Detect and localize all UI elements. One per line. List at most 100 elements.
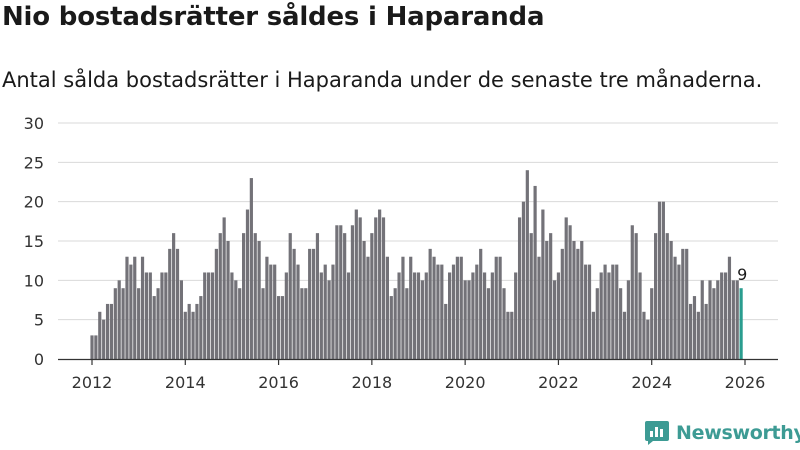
bar bbox=[292, 248, 296, 359]
bar bbox=[549, 233, 553, 359]
bar bbox=[335, 225, 339, 359]
bar bbox=[556, 272, 561, 359]
x-axis: 2012 2014 2016 2018 2020 2022 2024 2026 bbox=[58, 358, 778, 392]
bar bbox=[269, 264, 273, 359]
bar bbox=[619, 288, 623, 359]
bar bbox=[300, 288, 304, 359]
bar bbox=[607, 272, 611, 359]
bar bbox=[479, 248, 483, 359]
bar bbox=[308, 248, 312, 359]
bar bbox=[273, 264, 277, 359]
bar bbox=[657, 201, 662, 359]
y-tick-label: 30 bbox=[24, 114, 44, 133]
bar bbox=[323, 264, 327, 359]
bar bbox=[230, 272, 234, 359]
bar bbox=[125, 256, 129, 359]
newsworthy-logo-icon bbox=[645, 421, 669, 445]
bar bbox=[471, 272, 475, 359]
bar bbox=[238, 288, 242, 359]
bar bbox=[475, 264, 479, 359]
bar bbox=[210, 272, 215, 359]
bar bbox=[576, 248, 580, 359]
bar bbox=[327, 280, 331, 359]
bar bbox=[584, 264, 588, 359]
bar bbox=[339, 225, 343, 359]
bar bbox=[179, 280, 183, 359]
bar bbox=[650, 288, 654, 359]
bar bbox=[311, 248, 316, 359]
bar bbox=[498, 256, 502, 359]
bar bbox=[416, 272, 421, 359]
bar bbox=[669, 241, 673, 359]
bar bbox=[467, 280, 471, 359]
x-tick-label: 2016 bbox=[258, 373, 299, 392]
bar bbox=[199, 296, 203, 359]
bar bbox=[630, 225, 634, 359]
bar bbox=[533, 185, 537, 359]
bar bbox=[98, 311, 102, 359]
page-title: Nio bostadsrätter såldes i Haparanda bbox=[2, 2, 545, 32]
bar bbox=[129, 264, 133, 359]
bar bbox=[603, 264, 607, 359]
bar bbox=[692, 296, 697, 359]
bar bbox=[502, 288, 506, 359]
bar bbox=[677, 264, 681, 359]
bar bbox=[564, 217, 568, 359]
bar bbox=[428, 248, 432, 359]
bar bbox=[253, 233, 257, 359]
x-tick-label: 2018 bbox=[351, 373, 392, 392]
annotations: 9 bbox=[737, 265, 747, 284]
x-tick-label: 2012 bbox=[72, 373, 113, 392]
bar bbox=[280, 296, 285, 359]
bar bbox=[673, 256, 677, 359]
bar bbox=[234, 280, 238, 359]
bar bbox=[343, 233, 347, 359]
bar bbox=[105, 303, 110, 359]
bar bbox=[494, 256, 498, 359]
bar bbox=[661, 201, 665, 359]
bar bbox=[626, 280, 630, 359]
bar bbox=[164, 272, 168, 359]
y-tick-label: 0 bbox=[34, 350, 44, 369]
bar bbox=[529, 233, 533, 359]
bar bbox=[109, 303, 114, 359]
bar bbox=[222, 217, 226, 359]
bar bbox=[611, 264, 615, 359]
bar bbox=[207, 272, 211, 359]
bar bbox=[319, 272, 323, 359]
bar bbox=[615, 264, 619, 359]
bar bbox=[117, 280, 121, 359]
bar bbox=[265, 256, 269, 359]
bar bbox=[424, 272, 428, 359]
bar bbox=[366, 256, 370, 359]
bar bbox=[455, 256, 459, 359]
bar bbox=[688, 303, 693, 359]
bar bbox=[385, 256, 389, 359]
latest-value-label: 9 bbox=[737, 265, 747, 284]
bar bbox=[346, 272, 351, 359]
brand-logo: Newsworthy bbox=[644, 420, 800, 446]
y-tick-label: 5 bbox=[34, 311, 44, 330]
bar bbox=[420, 280, 424, 359]
bar bbox=[459, 256, 463, 359]
bar bbox=[218, 233, 222, 359]
x-tick-label: 2020 bbox=[445, 373, 486, 392]
bar bbox=[374, 217, 378, 359]
bar bbox=[545, 241, 549, 359]
bar bbox=[214, 248, 218, 359]
bar bbox=[696, 311, 700, 359]
x-tick-label: 2024 bbox=[631, 373, 672, 392]
bar bbox=[727, 256, 732, 359]
bar bbox=[735, 280, 739, 359]
y-tick-label: 20 bbox=[24, 193, 44, 212]
bar bbox=[432, 256, 436, 359]
x-tick-label: 2014 bbox=[165, 373, 206, 392]
bar bbox=[226, 241, 230, 359]
bar bbox=[451, 264, 456, 359]
bar bbox=[358, 217, 362, 359]
x-tick-label: 2022 bbox=[538, 373, 579, 392]
bar-series bbox=[90, 170, 743, 359]
bar bbox=[362, 241, 366, 359]
bar bbox=[409, 256, 413, 359]
